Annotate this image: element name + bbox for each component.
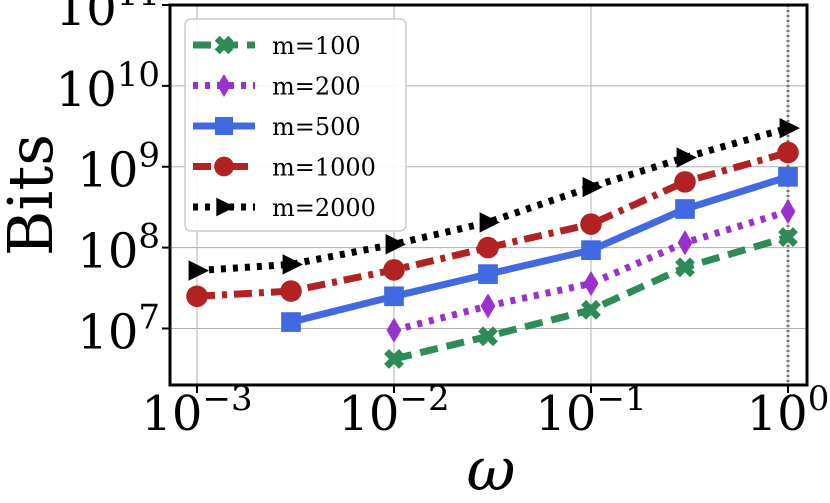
axis-labels: ω Bits	[0, 134, 515, 503]
data-point	[677, 230, 693, 256]
y-tick-label: 107	[77, 297, 160, 360]
series-m-1000	[186, 141, 799, 308]
data-point	[676, 147, 697, 168]
data-point	[777, 141, 799, 164]
series-m-100	[384, 227, 798, 369]
series-m-500	[281, 167, 798, 332]
y-tick-base: 10	[77, 304, 138, 360]
y-tick-exponent: 7	[138, 297, 160, 337]
data-point	[214, 156, 234, 177]
legend-item: m=100	[193, 32, 361, 60]
data-point	[780, 198, 796, 225]
legend-label: m=200	[272, 73, 361, 101]
y-tick-base: 10	[56, 62, 117, 118]
x-tick-label: 100	[747, 379, 830, 442]
legend-item: m=500	[193, 113, 361, 141]
data-point	[581, 299, 601, 320]
data-point	[778, 167, 798, 187]
data-point	[674, 171, 696, 193]
x-axis-label: ω	[467, 435, 516, 503]
legend-item: m=1000	[193, 154, 376, 182]
data-point	[282, 254, 303, 275]
y-tick-exponent: 9	[138, 136, 160, 176]
x-tick-exponent: 0	[808, 379, 830, 419]
data-point	[778, 227, 798, 247]
data-point	[188, 260, 209, 281]
series-m-2000	[188, 117, 800, 281]
data-point	[384, 286, 404, 307]
x-tick-label: 10−1	[535, 379, 646, 442]
data-point	[386, 317, 402, 343]
legend-box	[184, 18, 407, 232]
x-tick-base: 10	[747, 386, 808, 442]
data-point	[583, 270, 599, 297]
data-point	[281, 312, 301, 332]
y-tick-base: 10	[56, 0, 117, 37]
x-tick-exponent: −3	[202, 379, 252, 419]
data-point	[675, 257, 695, 278]
data-point	[479, 212, 500, 233]
data-point	[385, 234, 406, 255]
y-tick-exponent: 11	[117, 0, 160, 14]
series-layer	[186, 117, 800, 369]
x-tick-base: 10	[338, 386, 399, 442]
data-point	[383, 259, 405, 281]
legend-label: m=500	[272, 113, 361, 141]
series-m-200	[386, 198, 796, 343]
legend-label: m=1000	[272, 154, 376, 182]
legend-item: m=2000	[193, 194, 376, 222]
data-point	[478, 264, 498, 284]
x-tick-base: 10	[141, 386, 202, 442]
data-point	[582, 176, 603, 198]
y-tick-label: 1011	[56, 0, 160, 37]
series-line	[290, 173, 790, 326]
y-axis-label: Bits	[0, 134, 67, 256]
series-line	[393, 208, 790, 334]
y-tick-exponent: 8	[138, 217, 160, 257]
y-tick-label: 1010	[56, 55, 160, 118]
legend-item: m=200	[193, 73, 361, 101]
y-tick-base: 10	[77, 143, 138, 199]
y-tick-label: 108	[77, 217, 160, 280]
data-point	[217, 73, 231, 98]
x-tick-exponent: −1	[596, 379, 646, 419]
data-point	[216, 197, 235, 217]
data-point	[581, 240, 601, 260]
data-point	[480, 293, 496, 319]
data-point	[384, 349, 404, 369]
ticks: 10−310−210−110010710810910101011	[56, 0, 830, 442]
y-tick-base: 10	[77, 224, 138, 280]
data-point	[675, 199, 695, 219]
data-point	[779, 117, 800, 139]
data-point	[214, 35, 234, 55]
y-tick-label: 109	[77, 136, 160, 199]
legend-label: m=100	[272, 32, 361, 60]
x-tick-label: 10−3	[141, 379, 252, 442]
x-tick-base: 10	[535, 386, 596, 442]
data-point	[214, 116, 234, 136]
data-point	[280, 280, 302, 302]
y-tick-exponent: 10	[117, 55, 160, 95]
data-point	[477, 236, 499, 259]
data-point	[580, 213, 602, 235]
plot-frame	[168, 3, 809, 387]
legend-label: m=2000	[272, 194, 376, 222]
data-point	[186, 285, 208, 308]
legend: m=100 m=200 m=500 m=1000 m=2000	[184, 18, 407, 232]
data-point	[478, 326, 498, 347]
x-tick-label: 10−2	[338, 379, 449, 442]
x-tick-exponent: −2	[399, 379, 449, 419]
